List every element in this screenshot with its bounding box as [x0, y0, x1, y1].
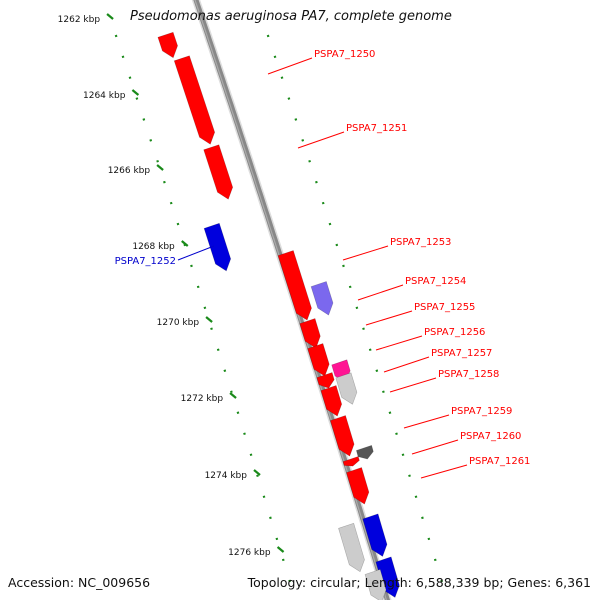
gene-label-pspa7_1259: PSPA7_1259 [451, 406, 512, 417]
scale-tick-1264-kbp [131, 89, 140, 96]
gene-arrow-pspa7-1250 [173, 55, 216, 145]
gene-arrow-pspa7-1256 [307, 343, 330, 377]
leader-pspa7_1250 [267, 57, 313, 75]
gene-label-pspa7_1261: PSPA7_1261 [469, 456, 530, 467]
scale-tick-1268-kbp [181, 240, 189, 247]
scale-ticks [106, 13, 285, 553]
leader-pspa7_1252 [177, 245, 215, 261]
gene-arrow-pspa7-1259 [320, 385, 343, 417]
gene-arrow-pspa7-1260b [342, 456, 360, 467]
gene-arrow-pspa7-1255 [299, 318, 321, 349]
gene-label-pspa7_1252: PSPA7_1252 [115, 256, 176, 267]
gene-arrow-pspa7-1253 [277, 250, 312, 321]
leader-pspa7_1260 [411, 439, 459, 455]
gene-label-pspa7_1258: PSPA7_1258 [438, 369, 499, 380]
scale-tick-label: 1270 kbp [157, 318, 200, 328]
gene-arrow-reverse-1 [362, 513, 388, 557]
leader-pspa7_1251 [297, 131, 345, 149]
gene-block-pspa7-1254 [310, 281, 334, 316]
gene-label-pspa7_1260: PSPA7_1260 [460, 431, 521, 442]
scale-tick-1270-kbp [205, 316, 213, 323]
gene-label-pspa7_1255: PSPA7_1255 [414, 302, 475, 313]
gene-label-pspa7_1251: PSPA7_1251 [346, 123, 407, 134]
leader-pspa7_1256 [375, 335, 423, 351]
scale-tick-label: 1262 kbp [58, 15, 101, 25]
scale-tick-1266-kbp [156, 164, 164, 171]
scale-tick-label: 1272 kbp [181, 394, 224, 404]
gene-arrow-pspa7-1249 [157, 31, 178, 59]
leader-pspa7_1259 [403, 414, 450, 429]
scale-tick-labels: 1262 kbp 1264 kbp 1266 kbp 1268 kbp 1270 kbp… [58, 15, 271, 558]
scale-tick-label: 1274 kbp [205, 471, 248, 481]
leader-pspa7_1261 [420, 464, 468, 479]
leader-pspa7_1253 [342, 245, 389, 261]
gene-block-pspa7-1260 [356, 445, 374, 460]
label-leaders [177, 57, 468, 479]
scale-tick-1272-kbp [229, 392, 237, 399]
gene-block-hypothetical-1 [338, 522, 365, 573]
leader-pspa7_1258 [389, 377, 437, 393]
scale-tick-label: 1266 kbp [108, 166, 151, 176]
scale-tick-label: 1276 kbp [228, 548, 271, 558]
scale-tick-label: 1268 kbp [132, 242, 175, 252]
gene-arrow-pspa7-1257b [316, 372, 335, 389]
accession-label: Accession: NC_009656 [8, 575, 151, 590]
gene-arrow-pspa7-1251 [203, 144, 234, 200]
gene-block-pspa7-1258 [335, 372, 358, 405]
scale-tick-label: 1264 kbp [83, 91, 126, 101]
gene-label-pspa7_1257: PSPA7_1257 [431, 348, 492, 359]
gene-arrow-pspa7-1252 [203, 222, 232, 272]
scale-tick-1274-kbp [253, 469, 261, 476]
gene-label-pspa7_1254: PSPA7_1254 [405, 276, 466, 287]
gene-block-hypothetical-2 [364, 569, 387, 603]
scale-tick-1276-kbp [276, 546, 285, 553]
gene-labels: PSPA7_1250 PSPA7_1251 PSPA7_1252 PSPA7_1253… [115, 49, 531, 467]
gene-label-pspa7_1253: PSPA7_1253 [390, 237, 451, 248]
gene-arrow-pspa7-1259b [330, 415, 355, 457]
scale-tick-1262-kbp [106, 13, 114, 20]
leader-pspa7_1257 [383, 356, 430, 373]
leader-pspa7_1255 [365, 310, 413, 326]
leader-pspa7_1254 [357, 284, 404, 301]
gene-label-pspa7_1256: PSPA7_1256 [424, 327, 485, 338]
topology-label: Topology: circular; Length: 6,588,339 bp… [247, 575, 591, 590]
map-title: Pseudomonas aeruginosa PA7, complete gen… [130, 9, 452, 24]
gene-label-pspa7_1250: PSPA7_1250 [314, 49, 375, 60]
gene-features [157, 31, 400, 603]
gene-arrow-pspa7-1261 [346, 467, 370, 505]
